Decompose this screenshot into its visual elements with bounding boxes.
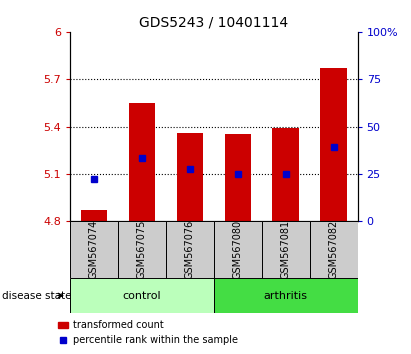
- Bar: [309, 221, 358, 278]
- Title: GDS5243 / 10401114: GDS5243 / 10401114: [139, 15, 288, 29]
- Text: arthritis: arthritis: [263, 291, 308, 301]
- Bar: [81, 210, 107, 221]
- Bar: [118, 221, 166, 278]
- Bar: [129, 103, 155, 221]
- Bar: [321, 68, 347, 221]
- Bar: [214, 221, 262, 278]
- Text: GSM567076: GSM567076: [185, 220, 195, 279]
- Bar: [166, 221, 214, 278]
- Bar: [70, 278, 214, 313]
- Legend: transformed count, percentile rank within the sample: transformed count, percentile rank withi…: [54, 316, 242, 349]
- Text: GSM567081: GSM567081: [281, 220, 291, 279]
- Bar: [272, 128, 299, 221]
- Bar: [177, 133, 203, 221]
- Text: disease state: disease state: [2, 291, 72, 301]
- Bar: [70, 221, 118, 278]
- Text: control: control: [122, 291, 161, 301]
- Text: GSM567075: GSM567075: [137, 220, 147, 279]
- Text: GSM567080: GSM567080: [233, 220, 242, 279]
- Bar: [224, 135, 251, 221]
- Bar: [214, 278, 358, 313]
- Bar: [262, 221, 309, 278]
- Text: GSM567082: GSM567082: [329, 220, 339, 279]
- Text: GSM567074: GSM567074: [89, 220, 99, 279]
